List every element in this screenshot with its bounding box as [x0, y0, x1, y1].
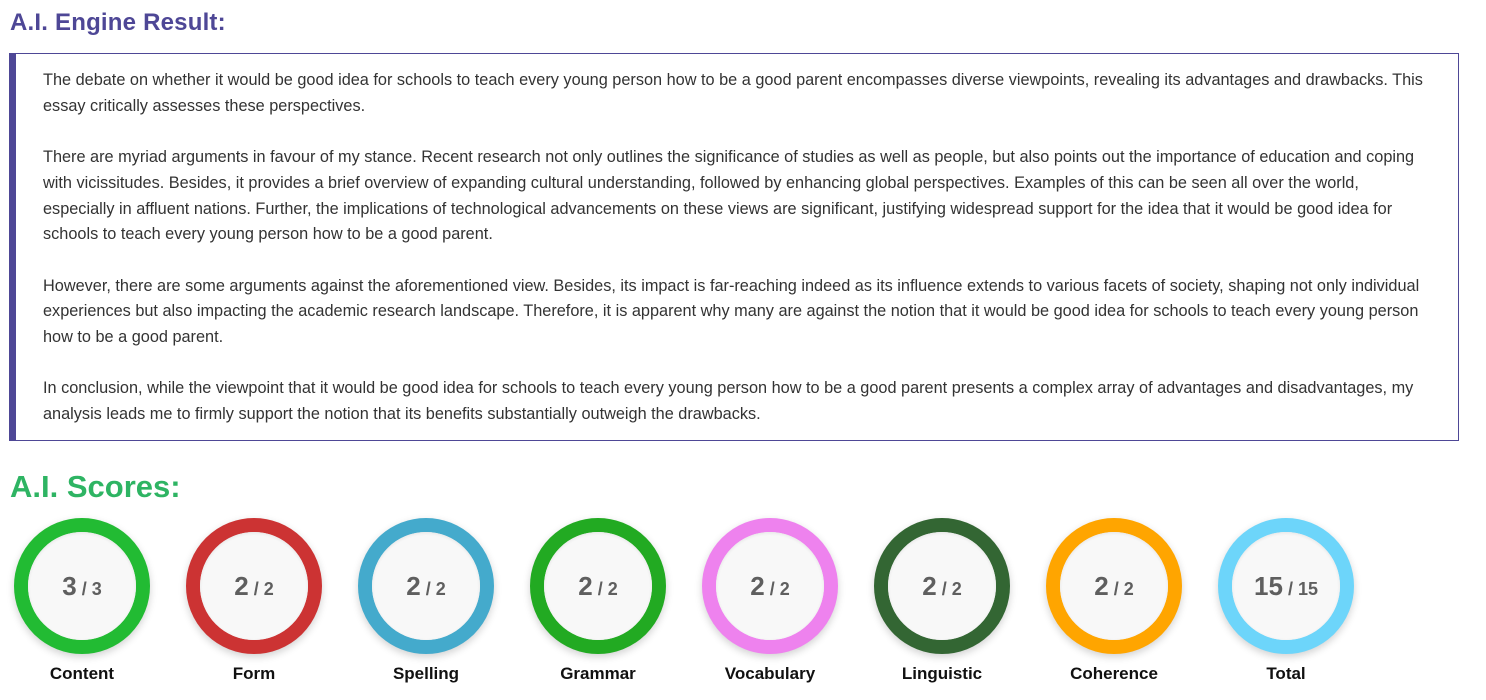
scores-title: A.I. Scores: [10, 469, 181, 504]
score-value: 2/ 2 [1060, 532, 1168, 640]
score-label: Form [232, 664, 276, 683]
score-label: Content [49, 664, 115, 683]
score-label: Spelling [392, 664, 460, 683]
score-value: 2/ 2 [888, 532, 996, 640]
score-max: / 3 [81, 579, 102, 599]
score-ring: 2/ 2 [874, 518, 1010, 654]
score-coherence: 2/ 2 Coherence [1046, 518, 1182, 684]
result-title: A.I. Engine Result: [10, 9, 226, 36]
score-vocabulary: 2/ 2 Vocabulary [702, 518, 838, 684]
score-max: / 2 [1113, 579, 1134, 599]
essay-paragraph: There are myriad arguments in favour of … [43, 148, 1415, 244]
score-achieved: 2 [578, 571, 593, 601]
score-label: Grammar [560, 664, 636, 683]
score-max: / 2 [941, 579, 962, 599]
score-achieved: 2 [406, 571, 421, 601]
score-achieved: 15 [1254, 571, 1283, 601]
score-max: / 2 [253, 579, 274, 599]
score-ring: 2/ 2 [358, 518, 494, 654]
score-value: 2/ 2 [372, 532, 480, 640]
score-grammar: 2/ 2 Grammar [530, 518, 666, 684]
score-ring: 2/ 2 [530, 518, 666, 654]
score-max: / 15 [1287, 579, 1318, 599]
score-label: Vocabulary [724, 664, 816, 683]
essay-paragraph: The debate on whether it would be good i… [43, 71, 1423, 115]
score-content: 3/ 3 Content [14, 518, 150, 684]
score-value: 3/ 3 [28, 532, 136, 640]
score-achieved: 2 [234, 571, 249, 601]
score-label: Coherence [1070, 664, 1158, 683]
score-value: 2/ 2 [544, 532, 652, 640]
score-max: / 2 [425, 579, 446, 599]
score-achieved: 2 [750, 571, 765, 601]
score-linguistic: 2/ 2 Linguistic [874, 518, 1010, 684]
essay-paragraph: However, there are some arguments agains… [43, 276, 1420, 346]
score-form: 2/ 2 Form [186, 518, 322, 684]
score-ring: 2/ 2 [702, 518, 838, 654]
score-achieved: 2 [1094, 571, 1109, 601]
essay-result-box: The debate on whether it would be good i… [9, 53, 1459, 441]
essay-paragraph: In conclusion, while the viewpoint that … [43, 379, 1414, 424]
score-label: Linguistic [901, 664, 983, 683]
score-total: 15/ 15 Total [1218, 518, 1354, 684]
score-max: / 2 [597, 579, 618, 599]
score-label: Total [1266, 664, 1306, 683]
score-achieved: 3 [62, 571, 77, 601]
score-value: 15/ 15 [1232, 532, 1340, 640]
score-ring: 2/ 2 [186, 518, 322, 654]
score-ring: 15/ 15 [1218, 518, 1354, 654]
score-ring: 3/ 3 [14, 518, 150, 654]
score-max: / 2 [769, 579, 790, 599]
score-achieved: 2 [922, 571, 937, 601]
score-value: 2/ 2 [200, 532, 308, 640]
score-ring: 2/ 2 [1046, 518, 1182, 654]
score-spelling: 2/ 2 Spelling [358, 518, 494, 684]
score-value: 2/ 2 [716, 532, 824, 640]
